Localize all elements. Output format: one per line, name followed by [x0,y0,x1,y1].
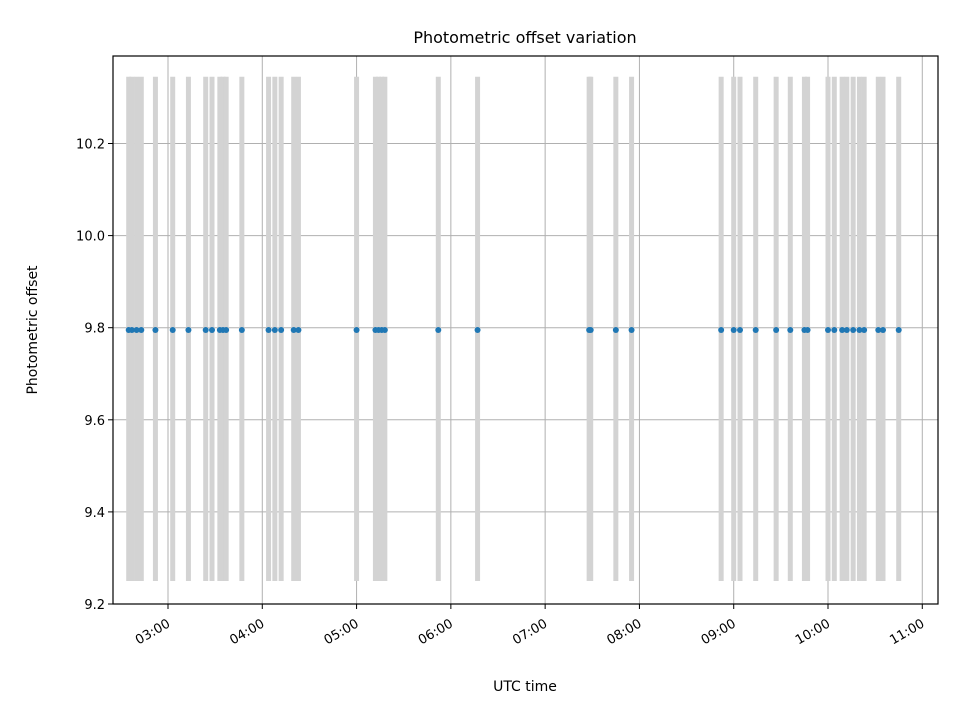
data-point [612,327,619,333]
data-point [169,327,176,333]
data-points [125,327,902,333]
x-axis-label: UTC time [493,679,557,695]
data-point [843,327,850,333]
data-point [787,327,794,333]
data-point [290,327,297,333]
data-point [152,327,159,333]
data-point [856,327,863,333]
data-point [752,327,759,333]
data-point [295,327,302,333]
data-point [381,327,388,333]
data-point [773,327,780,333]
data-point [850,327,857,333]
data-point [804,327,811,333]
data-point [880,327,886,333]
data-point [730,327,737,333]
chart-title: Photometric offset variation [413,28,636,47]
y-axis-label: Photometric offset [25,265,41,395]
data-point [265,327,272,333]
data-point [223,327,230,333]
data-point [185,327,192,333]
data-point [628,327,635,333]
data-point [271,327,278,333]
data-point [839,327,846,333]
data-point [875,327,882,333]
data-point [895,327,902,333]
data-point [737,327,743,333]
y-tick-label: 9.4 [84,506,105,521]
data-point [353,327,360,333]
data-point [133,327,140,333]
data-point [202,327,209,333]
y-tick-label: 10.2 [76,137,105,152]
data-point [831,327,838,333]
data-point [435,327,442,333]
data-point [474,327,481,333]
data-point [278,327,285,333]
data-point [718,327,725,333]
y-tick-label: 9.8 [84,322,105,337]
data-point [209,327,215,333]
data-point [238,327,245,333]
data-point [128,327,135,333]
data-point [861,327,868,333]
y-tick-label: 10.0 [76,230,105,245]
plot-frame [112,55,939,605]
y-tick-label: 9.6 [84,414,105,429]
data-point [825,327,831,333]
data-point [587,327,594,333]
data-point [138,327,145,333]
y-tick-label: 9.2 [84,598,105,613]
y-axis-ticks: 9.2 9.4 9.6 9.8 10.0 10.2 [76,137,113,613]
